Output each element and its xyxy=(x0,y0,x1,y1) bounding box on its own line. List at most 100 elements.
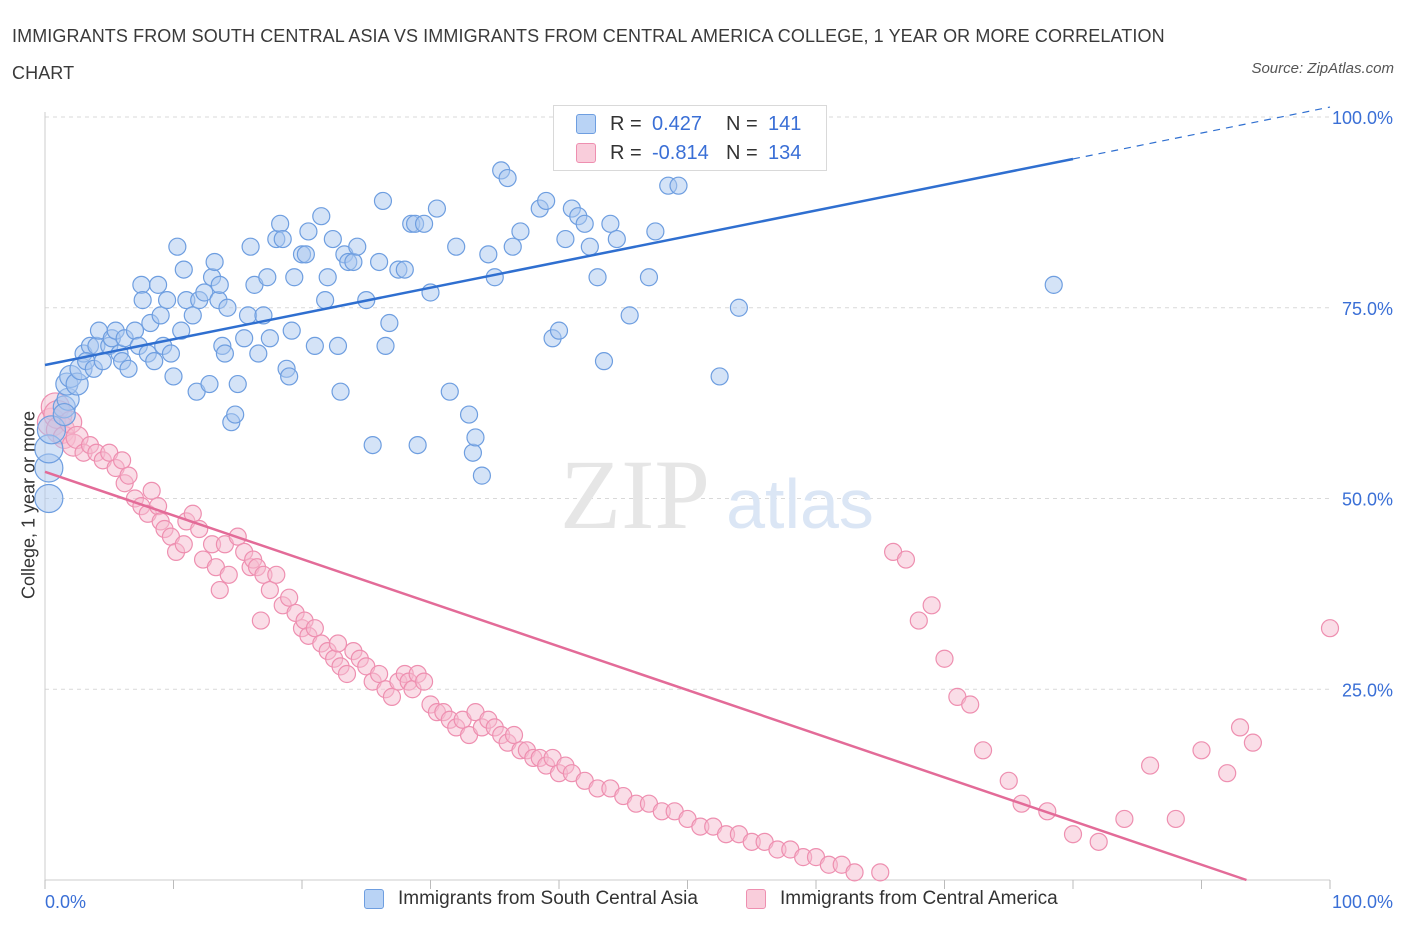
south-central-asia-point xyxy=(228,374,247,394)
central-america-point xyxy=(1115,809,1134,829)
south-central-asia-point xyxy=(588,268,607,287)
south-central-asia-point xyxy=(271,214,290,233)
south-central-asia-point xyxy=(646,222,665,241)
central-america-point xyxy=(1243,733,1263,752)
south-central-asia-point xyxy=(331,382,350,401)
south-central-asia-point xyxy=(395,260,414,279)
legend-n-label: N = xyxy=(726,112,758,135)
south-central-asia-point xyxy=(607,229,626,249)
central-america-point xyxy=(219,565,238,584)
south-central-asia-point xyxy=(556,229,575,249)
central-america-point xyxy=(935,649,954,668)
chart-title: IMMIGRANTS FROM SOUTH CENTRAL ASIA VS IM… xyxy=(12,26,1165,83)
central-america-point xyxy=(328,634,348,653)
central-america-point xyxy=(504,725,524,745)
south-central-asia-point xyxy=(363,435,382,455)
central-america-point xyxy=(414,672,434,691)
central-america-point xyxy=(871,863,890,882)
y-tick-label: 50.0% xyxy=(1342,490,1393,510)
south-central-asia-point xyxy=(183,306,202,325)
south-central-asia-point xyxy=(414,214,434,233)
south-central-asia-point xyxy=(440,382,459,401)
south-central-asia-point xyxy=(296,245,315,264)
south-central-asia-point xyxy=(273,229,292,249)
south-central-asia-point xyxy=(549,321,569,340)
central-america-point xyxy=(1192,741,1211,760)
south-central-asia-point xyxy=(408,435,427,455)
legend-item-central-america: Immigrants from Central America xyxy=(746,888,1058,910)
south-central-asia-point xyxy=(463,443,483,462)
x-tick-label: 0.0% xyxy=(45,892,86,912)
series-central-america-points xyxy=(36,392,1340,882)
central-america-point xyxy=(119,466,138,485)
central-america-point xyxy=(1320,619,1340,638)
south-central-asia-point xyxy=(285,268,304,287)
central-america-point xyxy=(174,535,193,554)
watermark-zip: ZIP xyxy=(560,439,710,550)
south-central-asia-point xyxy=(151,306,170,325)
south-central-asia-point xyxy=(133,291,152,310)
south-central-asia-point xyxy=(119,359,138,378)
south-central-asia-point xyxy=(427,199,447,218)
central-america-point xyxy=(1230,718,1250,737)
trend-line-south-central-asia-extension xyxy=(1072,106,1331,160)
legend-r-label: R = xyxy=(610,141,642,164)
central-america-point xyxy=(909,611,928,630)
tick-labels: 25.0% 50.0% 75.0% 100.0% 0.0% 100.0% xyxy=(45,108,1393,912)
y-tick-label: 100.0% xyxy=(1332,108,1393,128)
south-central-asia-point xyxy=(318,268,337,287)
central-america-point xyxy=(280,588,299,607)
legend-swatch-blue xyxy=(364,889,384,909)
legend-box: R = 0.427 N = 141 R = -0.814 N = 134 xyxy=(553,105,827,171)
south-central-asia-point xyxy=(498,168,517,188)
legend-swatch-blue xyxy=(576,114,596,134)
legend-r-value: 0.427 xyxy=(652,112,703,135)
legend-n-value: 134 xyxy=(768,141,802,164)
central-america-point xyxy=(382,687,402,706)
south-central-asia-point xyxy=(238,306,258,325)
y-axis-label: College, 1 year or more xyxy=(18,410,39,600)
central-america-point xyxy=(1089,832,1108,851)
central-america-point xyxy=(267,565,286,584)
source-label: Source: ZipAtlas.com xyxy=(1251,60,1394,77)
legend-series-name: Immigrants from Central America xyxy=(780,888,1058,909)
central-america-point xyxy=(973,741,993,760)
south-central-asia-point xyxy=(348,237,367,256)
south-central-asia-point xyxy=(218,298,237,317)
south-central-asia-point xyxy=(466,428,485,447)
central-america-point xyxy=(251,611,270,630)
south-central-asia-point xyxy=(537,191,556,211)
trend-lines xyxy=(44,106,1331,882)
south-central-asia-point xyxy=(639,268,659,287)
south-central-asia-point xyxy=(511,222,530,241)
south-central-asia-point xyxy=(241,237,260,256)
south-central-asia-point xyxy=(1044,275,1063,294)
central-america-point xyxy=(1063,825,1083,844)
south-central-asia-point xyxy=(132,275,151,294)
south-central-asia-point xyxy=(580,237,599,256)
south-central-asia-point xyxy=(282,321,301,340)
legend-row-blue: R = 0.427 N = 141 xyxy=(576,110,801,138)
central-america-point xyxy=(999,771,1018,790)
legend-r-label: R = xyxy=(610,112,642,135)
south-central-asia-point xyxy=(226,405,245,424)
south-central-asia-point xyxy=(145,352,164,371)
central-america-point xyxy=(305,619,324,638)
south-central-asia-point xyxy=(195,283,214,302)
central-america-point xyxy=(922,596,941,615)
trend-line-south-central-asia xyxy=(44,157,1074,367)
watermark-atlas: atlas xyxy=(726,465,874,543)
south-central-asia-point xyxy=(205,252,224,272)
bottom-legend: Immigrants from South Central Asia Immig… xyxy=(0,888,1406,916)
central-america-point xyxy=(337,664,357,684)
south-central-asia-point xyxy=(373,191,393,211)
central-america-point xyxy=(1218,764,1237,783)
central-america-point xyxy=(896,550,916,569)
south-central-asia-point xyxy=(601,214,620,233)
south-central-asia-point xyxy=(503,237,522,256)
south-central-asia-point xyxy=(479,245,498,264)
central-america-point xyxy=(210,580,229,600)
legend-row-pink: R = -0.814 N = 134 xyxy=(576,139,801,167)
central-america-point xyxy=(142,481,161,500)
south-central-asia-point xyxy=(710,367,729,386)
